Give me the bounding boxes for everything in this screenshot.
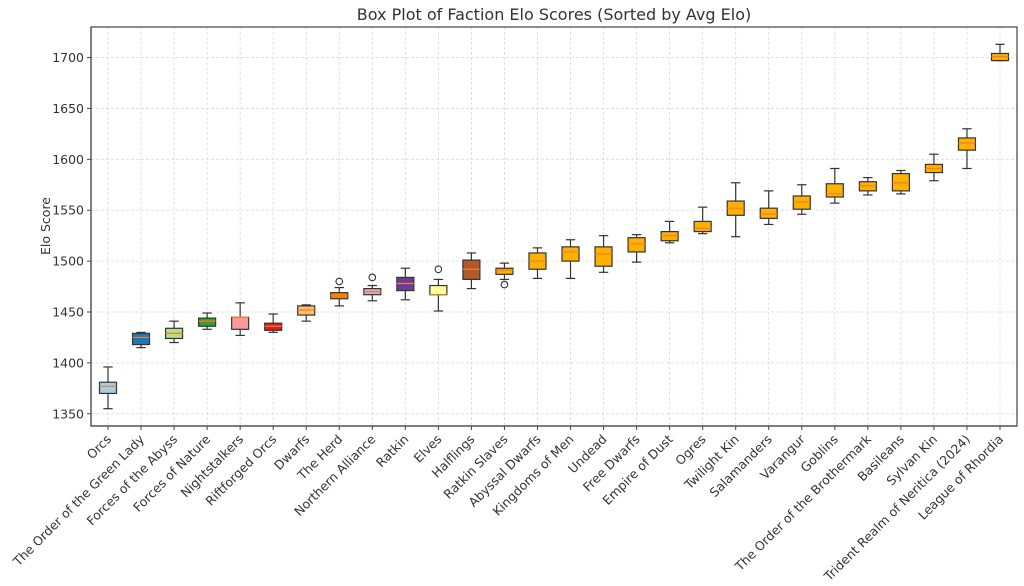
iqr-box xyxy=(693,220,712,233)
outlier-point xyxy=(368,273,377,282)
box-10 xyxy=(396,267,415,301)
iqr-box xyxy=(131,332,151,346)
outlier-point xyxy=(500,280,509,289)
box-15 xyxy=(561,239,580,280)
box-9 xyxy=(363,273,382,302)
box-14 xyxy=(528,247,547,280)
y-tick-label: 1650 xyxy=(52,101,84,116)
box-7 xyxy=(297,304,316,322)
box-26 xyxy=(924,153,944,182)
box-28 xyxy=(990,43,1010,62)
outlier-point xyxy=(434,265,443,274)
chart-title: Box Plot of Faction Elo Scores (Sorted b… xyxy=(357,5,751,24)
iqr-box xyxy=(495,267,514,275)
box-6 xyxy=(264,313,283,333)
x-tick-label: The Order of the Green Lady xyxy=(9,431,147,569)
y-tick-label: 1700 xyxy=(52,50,84,65)
y-tick-label: 1450 xyxy=(52,305,84,320)
iqr-box xyxy=(594,246,613,267)
iqr-box xyxy=(627,237,646,253)
y-tick-label: 1600 xyxy=(52,152,84,167)
iqr-box xyxy=(429,284,448,296)
iqr-box xyxy=(759,207,778,219)
box-19 xyxy=(693,206,712,235)
box-1 xyxy=(98,366,118,410)
x-tick-label: Ratkin xyxy=(373,432,412,471)
box-17 xyxy=(627,234,646,263)
box-5 xyxy=(231,302,250,337)
box-23 xyxy=(825,167,844,204)
y-axis-label: Elo Score xyxy=(38,197,53,255)
box-8 xyxy=(330,277,349,307)
box-2 xyxy=(131,331,151,349)
box-20 xyxy=(726,182,745,238)
iqr-box xyxy=(198,317,217,327)
box-27 xyxy=(957,128,977,170)
y-tick-label: 1350 xyxy=(52,406,84,421)
y-tick-label: 1500 xyxy=(52,254,84,269)
plot-area xyxy=(90,26,1018,427)
box-12 xyxy=(462,252,481,290)
box-22 xyxy=(792,184,811,215)
box-4 xyxy=(198,312,217,330)
boxes xyxy=(98,43,1010,410)
box-21 xyxy=(759,190,778,226)
box-24 xyxy=(858,177,877,196)
outlier-point xyxy=(335,277,344,286)
iqr-box xyxy=(231,316,250,330)
y-axis: 1350 1400 1450 1500 1550 1600 1650 1700 xyxy=(52,50,91,421)
y-tick-label: 1400 xyxy=(52,355,84,370)
box-25 xyxy=(891,169,910,195)
box-3 xyxy=(164,320,184,344)
iqr-box xyxy=(957,137,977,151)
iqr-box xyxy=(561,246,580,262)
grid-lines xyxy=(91,27,1017,426)
box-13 xyxy=(495,262,514,289)
y-tick-label: 1550 xyxy=(52,203,84,218)
box-16 xyxy=(594,235,613,273)
iqr-box xyxy=(98,381,118,395)
iqr-box xyxy=(825,183,844,198)
box-11 xyxy=(429,265,448,312)
box-18 xyxy=(660,220,679,244)
